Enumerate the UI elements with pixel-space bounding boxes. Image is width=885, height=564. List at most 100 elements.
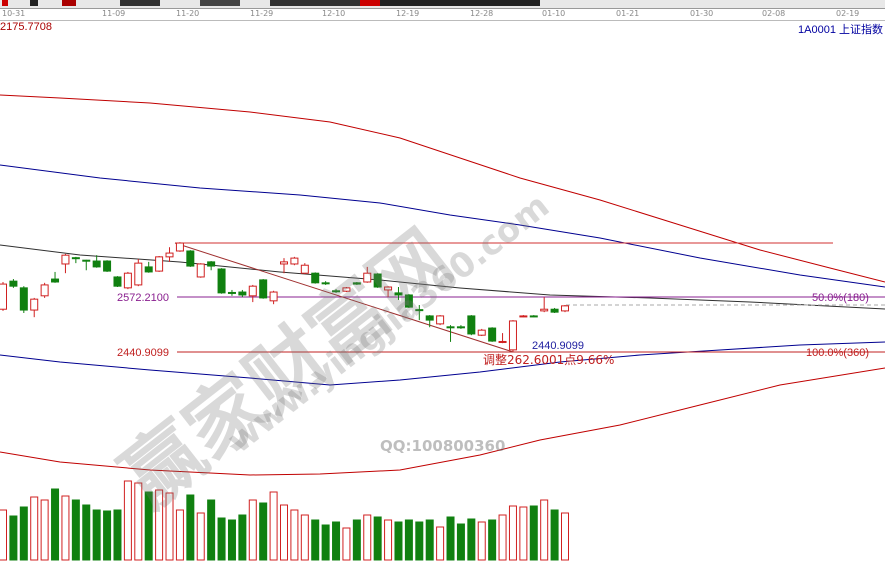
- volume-bar: [477, 521, 486, 561]
- volume-bar: [227, 519, 236, 561]
- volume-bar: [103, 510, 112, 561]
- candle-down: [321, 282, 330, 285]
- candle-down: [71, 257, 80, 260]
- volume-bar: [217, 517, 226, 561]
- volume-bar: [300, 514, 309, 561]
- candle-down: [186, 250, 195, 267]
- candle-down: [51, 278, 60, 283]
- volume-bar: [508, 505, 517, 561]
- volume-bar: [165, 492, 174, 561]
- candle-up: [30, 298, 39, 311]
- candle-up: [248, 285, 257, 297]
- candle-up: [436, 315, 445, 325]
- candle-down: [550, 308, 559, 313]
- date-tick: 01-21: [616, 9, 640, 18]
- ma-lower-red-line: [0, 367, 885, 476]
- candle-up: [384, 286, 393, 291]
- toolbar-icon[interactable]: [62, 0, 76, 6]
- date-tick: 10-31: [2, 9, 26, 18]
- candle-up: [300, 264, 309, 274]
- candle-down: [425, 315, 434, 321]
- adjust-label: 调整262.6001点9.66%: [483, 352, 614, 367]
- volume-bar: [467, 518, 476, 561]
- volume-bar: [51, 488, 60, 561]
- volume-bar: [113, 509, 122, 561]
- volume-bar: [394, 521, 403, 561]
- volume-bar: [290, 509, 299, 561]
- volume-bar: [207, 499, 216, 561]
- candle-down: [332, 290, 341, 293]
- volume-bar: [30, 496, 39, 561]
- candle-down: [238, 291, 247, 296]
- ma-upper-blue-line: [0, 164, 885, 288]
- candle-up: [165, 252, 174, 258]
- toolbar-icon[interactable]: [360, 0, 380, 6]
- toolbar-icon[interactable]: [270, 0, 360, 6]
- volume-bar: [269, 491, 278, 561]
- volume-bar: [550, 509, 559, 561]
- candle-down: [456, 326, 465, 329]
- volume-bar: [144, 491, 153, 561]
- toolbar-icon[interactable]: [120, 0, 160, 6]
- toolbar-icon[interactable]: [2, 0, 8, 6]
- date-tick: 12-28: [470, 9, 494, 18]
- candle-down: [446, 326, 455, 329]
- toolbar: [0, 0, 885, 9]
- volume-bar: [561, 512, 569, 561]
- volume-bar: [332, 521, 341, 561]
- candle-down: [92, 260, 101, 268]
- volume-bar: [498, 514, 507, 561]
- candle-up: [498, 340, 507, 343]
- ma-lower-blue-line: [0, 341, 885, 386]
- toolbar-icon[interactable]: [200, 0, 240, 6]
- watermark-qq: QQ:100800360: [380, 437, 506, 455]
- volume-bar: [134, 482, 143, 561]
- volume-bar: [446, 516, 455, 561]
- volume-bar: [363, 514, 372, 561]
- level-high-label: 2572.2100: [117, 292, 169, 304]
- candle-down: [488, 327, 497, 342]
- toolbar-icon[interactable]: [380, 0, 540, 6]
- toolbar-icon[interactable]: [30, 0, 38, 6]
- volume-bar: [9, 515, 18, 561]
- level-low-label: 2440.9099: [117, 347, 169, 359]
- candle-down: [9, 280, 18, 287]
- volume-bar: [519, 506, 528, 561]
- candle-up: [269, 291, 278, 302]
- volume-bar: [280, 504, 288, 561]
- candle-up: [363, 272, 372, 283]
- volume-bar: [321, 524, 330, 561]
- candle-up: [134, 262, 143, 286]
- candle-down: [394, 292, 403, 296]
- volume-bar: [259, 502, 268, 561]
- volume-bar: [248, 499, 257, 561]
- candle-down: [404, 294, 413, 308]
- candle-down: [144, 266, 153, 273]
- date-tick: 11-20: [176, 9, 200, 18]
- volume-bar: [311, 519, 320, 561]
- date-tick: 02-19: [836, 9, 860, 18]
- candle-up: [40, 284, 49, 297]
- candle-up: [477, 329, 486, 336]
- volume-bar: [238, 514, 247, 561]
- volume-bar: [488, 519, 497, 561]
- volume-bar: [82, 504, 91, 561]
- volume-bar: [123, 480, 132, 561]
- date-tick: 02-08: [762, 9, 786, 18]
- date-axis: 10-31 11-09 11-20 11-29 12-10 12-19 12-28 01-10…: [0, 8, 885, 21]
- volume-bar: [373, 516, 382, 561]
- volume-bar: [155, 489, 164, 561]
- candle-down: [415, 309, 424, 312]
- date-tick: 01-30: [690, 9, 714, 18]
- volume-bar: [19, 506, 28, 561]
- candle-down: [19, 287, 28, 311]
- volume-bar: [436, 526, 445, 561]
- volume-bar: [404, 519, 413, 561]
- candle-down: [352, 282, 361, 285]
- date-tick: 12-19: [396, 9, 420, 18]
- volume-bar: [540, 499, 549, 561]
- volume-bar: [425, 519, 434, 561]
- candle-up: [155, 256, 164, 272]
- volume-bar: [92, 509, 101, 561]
